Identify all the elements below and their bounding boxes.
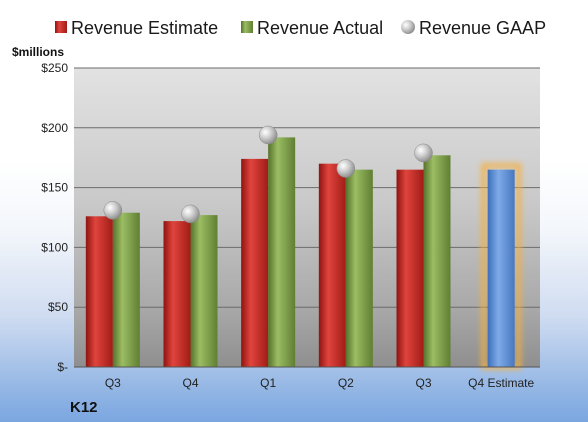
plot-area (74, 68, 540, 367)
x-tick-label: Q2 (338, 376, 354, 390)
bar-q4-estimate (487, 169, 515, 367)
x-tick-label: Q3 (105, 376, 121, 390)
legend-item-revenue-actual[interactable]: Revenue Actual (241, 18, 383, 38)
legend-item-revenue-estimate[interactable]: Revenue Estimate (55, 18, 218, 38)
legend-item-revenue-gaap[interactable]: Revenue GAAP (401, 18, 546, 38)
x-tick-label: Q1 (260, 376, 276, 390)
y-unit-label: $millions (12, 45, 64, 59)
legend-label-actual: Revenue Actual (257, 18, 383, 38)
x-axis-ticks: Q3 Q4 Q1 Q2 Q3 Q4 Estimate (105, 376, 535, 390)
y-tick-label: $- (57, 360, 68, 374)
legend-swatch-actual (241, 21, 253, 33)
x-tick-label: Q4 (182, 376, 198, 390)
gaap-markers (103, 125, 433, 224)
marker-revenue-gaap (336, 159, 356, 178)
bar-revenue-estimate (396, 169, 424, 367)
grid-lines (74, 67, 540, 308)
legend-label-gaap: Revenue GAAP (419, 18, 546, 38)
bar-revenue-actual (345, 169, 373, 367)
legend-swatch-gaap (401, 20, 415, 34)
marker-revenue-gaap (414, 143, 433, 163)
x-tick-label: Q3 (415, 376, 431, 390)
y-tick-label: $150 (41, 181, 68, 195)
bar-revenue-actual (190, 215, 218, 367)
bar-revenue-estimate (163, 221, 191, 367)
bar-revenue-estimate (318, 163, 346, 367)
marker-revenue-gaap (103, 201, 123, 220)
bars (85, 137, 522, 370)
y-tick-label: $200 (41, 121, 68, 135)
company-label: K12 (70, 399, 98, 416)
legend-label-estimate: Revenue Estimate (71, 18, 218, 38)
y-tick-label: $250 (41, 61, 68, 75)
marker-revenue-gaap (181, 204, 200, 224)
x-tick-label: Q4 Estimate (468, 376, 534, 390)
bar-revenue-estimate (241, 158, 269, 367)
bar-revenue-actual (112, 212, 140, 367)
marker-revenue-gaap (258, 125, 278, 145)
y-tick-label: $50 (48, 300, 68, 314)
legend-swatch-estimate (55, 21, 67, 33)
bar-revenue-estimate (85, 216, 113, 367)
bar-revenue-actual (423, 155, 451, 367)
legend: Revenue Estimate Revenue Actual Revenue … (55, 18, 546, 38)
y-axis-ticks: $- $50 $100 $150 $200 $250 (41, 61, 68, 374)
y-tick-label: $100 (41, 240, 68, 254)
bar-revenue-actual (268, 137, 296, 367)
